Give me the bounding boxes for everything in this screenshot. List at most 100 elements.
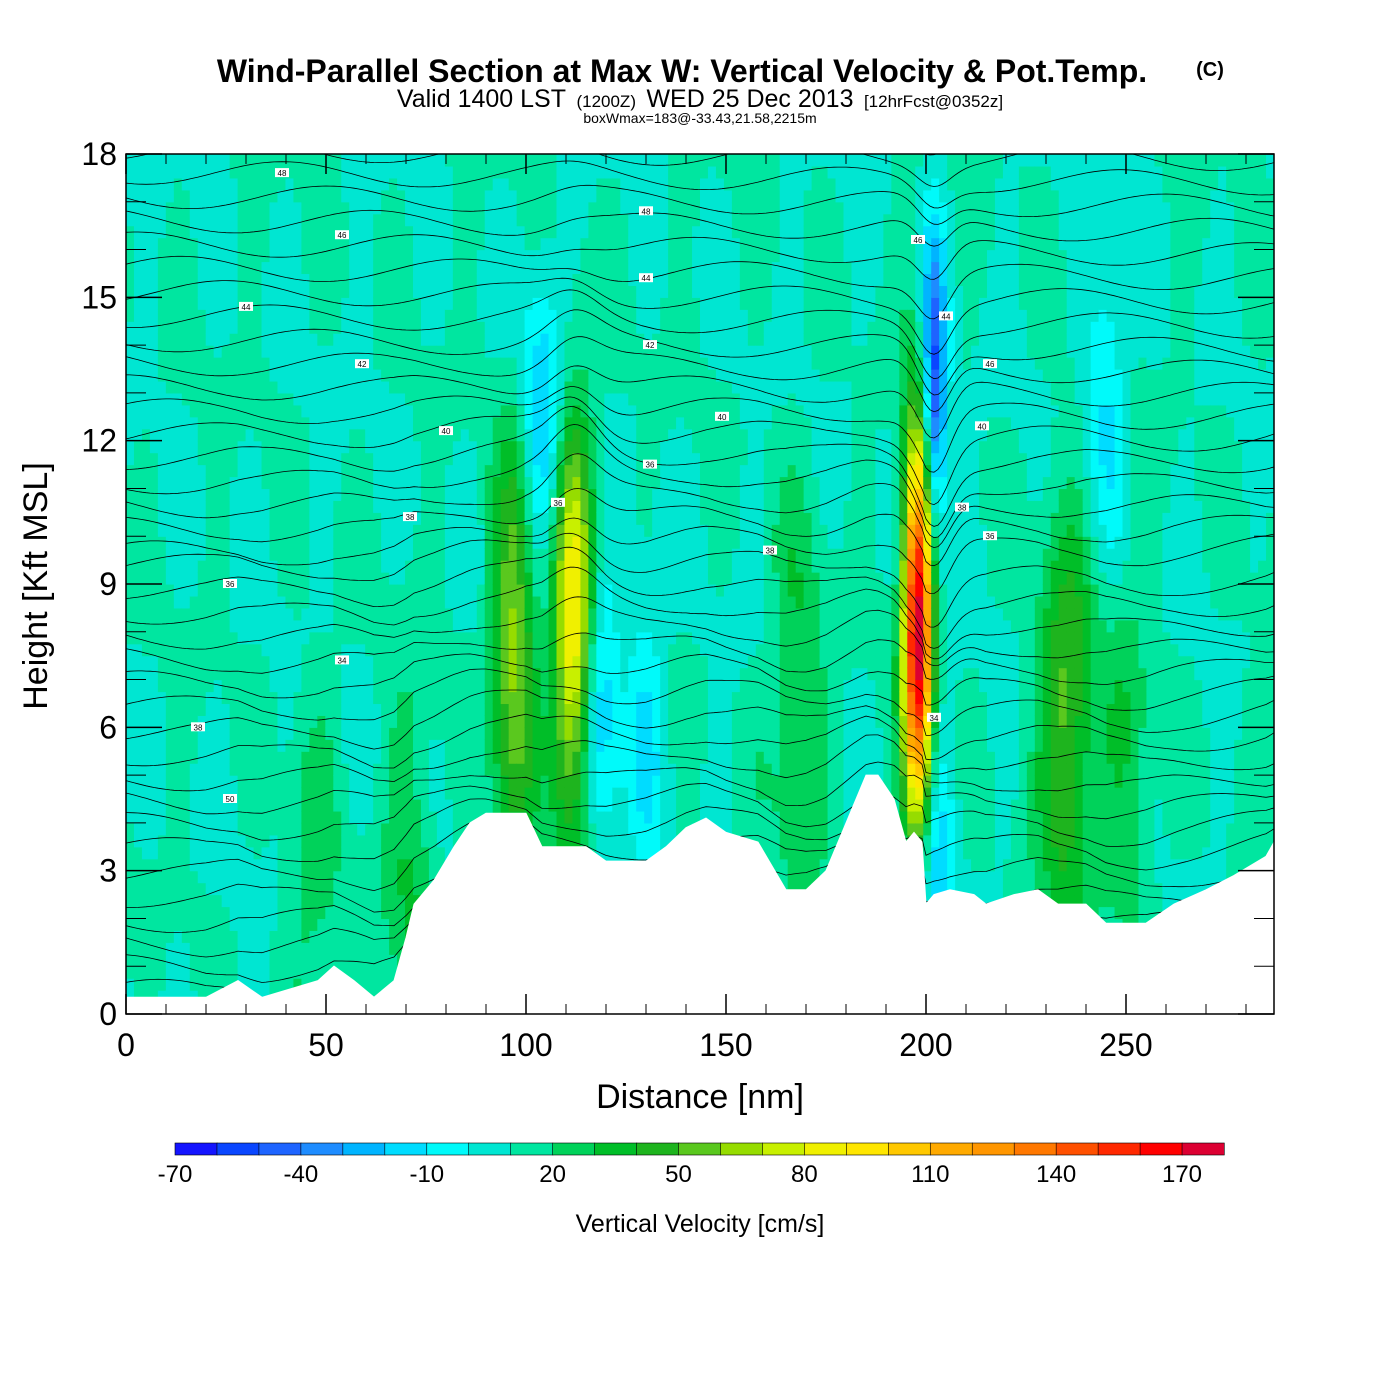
velocity-cell bbox=[389, 894, 398, 908]
velocity-cell bbox=[189, 416, 199, 430]
velocity-cell bbox=[189, 930, 199, 943]
velocity-cell bbox=[269, 727, 279, 740]
velocity-cell bbox=[620, 715, 629, 728]
velocity-cell bbox=[612, 273, 621, 286]
velocity-cell bbox=[628, 177, 637, 191]
velocity-cell bbox=[556, 655, 566, 669]
velocity-cell bbox=[492, 560, 502, 573]
velocity-cell bbox=[405, 225, 414, 239]
velocity-cell bbox=[213, 273, 223, 286]
velocity-cell bbox=[628, 631, 637, 645]
velocity-cell bbox=[237, 536, 247, 549]
velocity-cell bbox=[149, 440, 159, 454]
velocity-cell bbox=[126, 655, 135, 669]
velocity-cell bbox=[237, 870, 247, 884]
velocity-cell bbox=[500, 595, 510, 609]
velocity-cell bbox=[165, 822, 175, 836]
velocity-cell bbox=[556, 751, 566, 764]
velocity-cell bbox=[333, 488, 342, 501]
velocity-cell bbox=[604, 333, 613, 346]
velocity-cell bbox=[468, 261, 478, 275]
velocity-cell bbox=[133, 154, 143, 167]
velocity-cell bbox=[253, 524, 263, 537]
velocity-cell bbox=[126, 524, 135, 537]
velocity-cell bbox=[293, 154, 302, 167]
velocity-cell bbox=[460, 273, 470, 286]
velocity-cell bbox=[668, 369, 677, 382]
velocity-cell bbox=[668, 297, 677, 310]
velocity-cell bbox=[181, 464, 191, 478]
velocity-cell bbox=[261, 763, 271, 776]
velocity-cell bbox=[524, 225, 534, 239]
velocity-cell bbox=[516, 380, 526, 394]
velocity-cell bbox=[381, 560, 390, 573]
velocity-cell bbox=[660, 548, 669, 561]
velocity-cell bbox=[516, 727, 526, 740]
velocity-cell bbox=[245, 500, 255, 513]
velocity-cell bbox=[285, 727, 295, 740]
velocity-cell bbox=[237, 548, 247, 561]
velocity-cell bbox=[500, 512, 510, 525]
velocity-cell bbox=[508, 595, 518, 609]
velocity-cell bbox=[620, 404, 629, 418]
velocity-cell bbox=[261, 369, 271, 382]
velocity-cell bbox=[149, 918, 159, 931]
velocity-cell bbox=[540, 595, 550, 609]
velocity-cell bbox=[173, 548, 183, 561]
velocity-cell bbox=[444, 703, 454, 716]
velocity-cell bbox=[460, 237, 470, 251]
velocity-cell bbox=[381, 249, 390, 263]
velocity-cell bbox=[564, 440, 574, 454]
velocity-cell bbox=[436, 297, 446, 310]
velocity-cell bbox=[229, 237, 239, 251]
velocity-cell bbox=[524, 500, 534, 513]
velocity-cell bbox=[325, 369, 334, 382]
velocity-cell bbox=[484, 154, 494, 167]
velocity-cell bbox=[237, 392, 247, 406]
velocity-cell bbox=[484, 775, 494, 788]
velocity-cell bbox=[460, 380, 470, 394]
velocity-cell bbox=[205, 452, 215, 466]
velocity-cell bbox=[141, 667, 151, 681]
velocity-cell bbox=[357, 978, 366, 991]
velocity-cell bbox=[325, 584, 334, 597]
velocity-cell bbox=[405, 655, 414, 669]
velocity-cell bbox=[413, 500, 422, 513]
velocity-cell bbox=[317, 321, 326, 334]
velocity-cell bbox=[588, 572, 597, 585]
velocity-cell bbox=[652, 416, 661, 430]
velocity-cell bbox=[572, 822, 582, 836]
velocity-cell bbox=[532, 619, 542, 633]
velocity-cell bbox=[213, 739, 223, 752]
velocity-cell bbox=[229, 536, 239, 549]
velocity-cell bbox=[420, 500, 430, 513]
velocity-cell bbox=[245, 273, 255, 286]
velocity-cell bbox=[141, 607, 151, 621]
velocity-cell bbox=[436, 500, 446, 513]
velocity-cell bbox=[197, 584, 207, 597]
velocity-cell bbox=[237, 643, 247, 657]
velocity-cell bbox=[532, 548, 542, 561]
velocity-cell bbox=[285, 655, 295, 669]
velocity-cell bbox=[213, 321, 223, 334]
velocity-cell bbox=[213, 619, 223, 633]
velocity-cell bbox=[333, 404, 342, 418]
velocity-cell bbox=[141, 631, 151, 645]
velocity-cell bbox=[221, 810, 231, 824]
velocity-cell bbox=[261, 942, 271, 955]
velocity-cell bbox=[612, 345, 621, 358]
velocity-cell bbox=[500, 297, 510, 310]
velocity-cell bbox=[532, 679, 542, 693]
velocity-cell bbox=[532, 416, 542, 430]
velocity-cell bbox=[197, 787, 207, 800]
velocity-cell bbox=[604, 679, 613, 693]
velocity-cell bbox=[373, 154, 382, 167]
velocity-cell bbox=[317, 655, 326, 669]
velocity-cell bbox=[365, 727, 374, 740]
velocity-cell bbox=[349, 691, 358, 705]
chart-title: Wind-Parallel Section at Max W: Vertical… bbox=[217, 53, 1147, 89]
velocity-cell bbox=[397, 369, 406, 382]
velocity-cell bbox=[468, 560, 478, 573]
velocity-cell bbox=[285, 512, 295, 525]
velocity-cell bbox=[580, 452, 589, 466]
